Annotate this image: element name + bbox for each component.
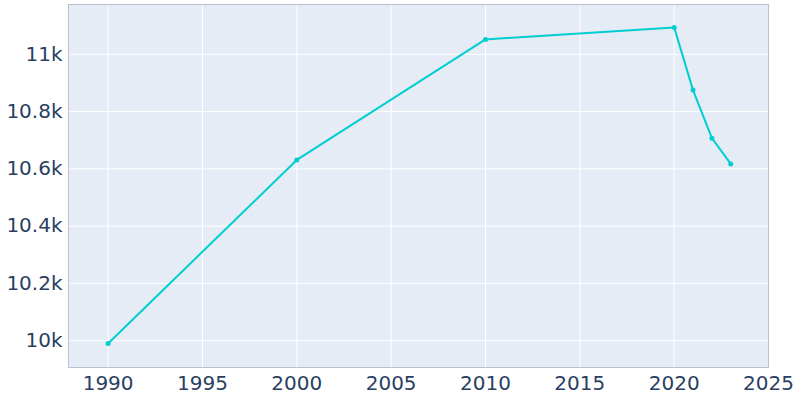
svg-text:2005: 2005	[366, 371, 417, 395]
svg-text:10.4k: 10.4k	[6, 213, 63, 237]
svg-text:11k: 11k	[25, 42, 62, 66]
svg-text:10.8k: 10.8k	[6, 99, 63, 123]
svg-text:2015: 2015	[554, 371, 605, 395]
svg-text:10.2k: 10.2k	[6, 271, 63, 295]
svg-text:2025: 2025	[743, 371, 794, 395]
svg-text:1990: 1990	[83, 371, 134, 395]
svg-text:2000: 2000	[271, 371, 322, 395]
svg-text:10.6k: 10.6k	[6, 156, 63, 180]
svg-text:1995: 1995	[177, 371, 228, 395]
svg-text:2010: 2010	[460, 371, 511, 395]
svg-text:10k: 10k	[25, 328, 62, 352]
svg-text:2020: 2020	[649, 371, 700, 395]
